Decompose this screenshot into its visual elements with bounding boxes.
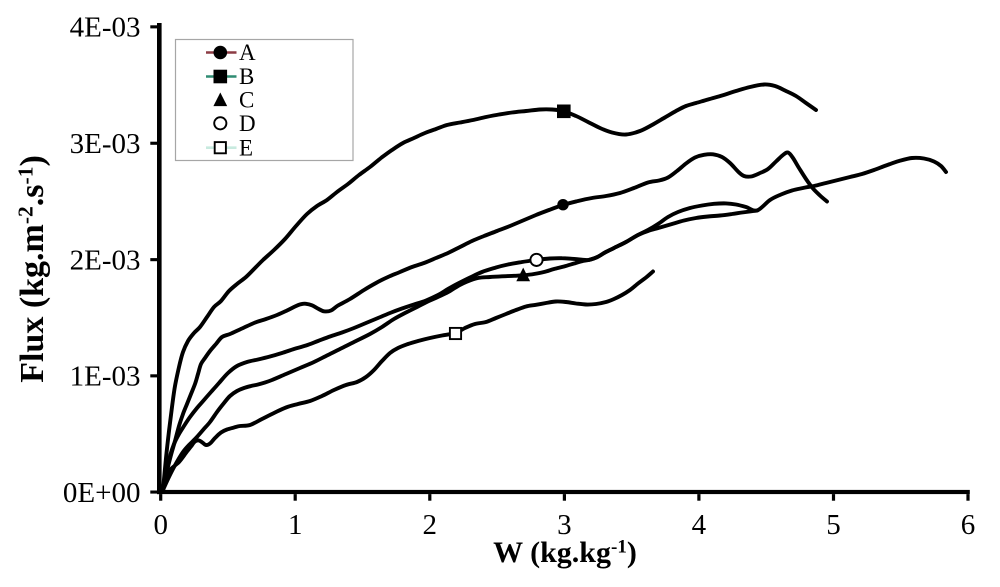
- svg-text:3: 3: [557, 509, 572, 541]
- svg-text:5: 5: [826, 509, 841, 541]
- svg-text:1: 1: [288, 509, 303, 541]
- svg-text:0E+00: 0E+00: [63, 477, 141, 509]
- svg-text:2: 2: [423, 509, 438, 541]
- svg-text:6: 6: [961, 509, 976, 541]
- svg-text:Flux (kg.m-2.s-1): Flux (kg.m-2.s-1): [14, 155, 52, 383]
- svg-text:A: A: [239, 40, 256, 65]
- svg-text:C: C: [239, 87, 254, 112]
- svg-text:E: E: [239, 135, 253, 160]
- svg-text:D: D: [239, 111, 256, 136]
- svg-text:3E-03: 3E-03: [70, 128, 141, 160]
- svg-text:4: 4: [692, 509, 707, 541]
- svg-text:2E-03: 2E-03: [70, 244, 141, 276]
- svg-text:0: 0: [153, 509, 168, 541]
- svg-text:1E-03: 1E-03: [70, 361, 141, 393]
- svg-text:4E-03: 4E-03: [70, 12, 141, 44]
- svg-text:B: B: [239, 64, 254, 89]
